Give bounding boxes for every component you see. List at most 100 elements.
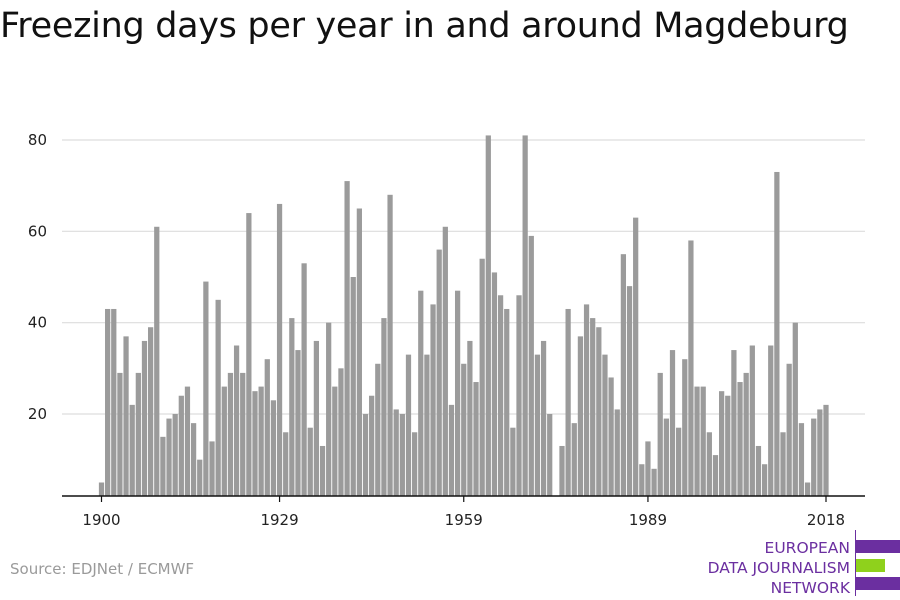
bar-1959: [461, 363, 467, 496]
bar-1972: [540, 340, 547, 496]
x-tick-label: 1989: [629, 511, 667, 529]
bar-1950: [405, 354, 412, 496]
bar-1957: [448, 404, 455, 496]
y-axis-ticks: 20 40 60 80: [28, 131, 47, 423]
bar-1998: [700, 386, 706, 496]
bar-2014: [798, 423, 805, 496]
logo-text: EUROPEAN DATA JOURNALISM NETWORK: [660, 538, 850, 598]
bar-1951: [412, 432, 418, 496]
bar-1949: [399, 414, 405, 496]
bar-1918: [209, 441, 215, 496]
bar-2006: [749, 345, 755, 496]
chart-title: Freezing days per year in and around Mag…: [0, 6, 849, 46]
bar-1934: [307, 427, 313, 496]
bar-1984: [614, 409, 620, 496]
bar-1940: [344, 181, 350, 496]
bar-2009: [768, 345, 774, 496]
bar-1933: [301, 263, 307, 496]
bar-1911: [166, 418, 172, 496]
bar-1971: [534, 354, 541, 496]
bar-1958: [454, 290, 461, 496]
y-tick-label: 80: [28, 131, 47, 149]
bar-1981: [596, 327, 602, 496]
bar-1970: [528, 235, 534, 496]
bar-1956: [442, 226, 448, 496]
logo-divider: [855, 530, 856, 596]
bar-1986: [626, 286, 633, 496]
logo-bar-purple-top: [856, 540, 900, 553]
bar-1945: [375, 363, 381, 496]
bar-1938: [332, 386, 338, 496]
bar-1978: [577, 336, 584, 496]
x-tick-label: 1900: [82, 511, 120, 529]
bar-2001: [719, 391, 725, 496]
bar-1917: [203, 281, 209, 496]
bar-1929: [276, 203, 283, 496]
bar-1946: [381, 318, 387, 496]
bar-2011: [780, 432, 786, 496]
bar-1912: [172, 414, 178, 496]
bar-1930: [283, 432, 289, 496]
bar-1964: [491, 272, 498, 496]
bar-1995: [682, 359, 688, 496]
x-axis-ticks: 1900 1929 1959 1989 2018: [82, 496, 845, 529]
bar-1980: [590, 318, 596, 496]
bar-1939: [338, 368, 344, 496]
bar-1965: [497, 295, 504, 496]
logo-line-2: DATA JOURNALISM: [707, 559, 850, 577]
x-tick-label: 1959: [445, 511, 483, 529]
bar-1931: [289, 318, 295, 496]
bar-1947: [387, 194, 393, 497]
x-tick-label: 1929: [260, 511, 298, 529]
bar-2010: [774, 171, 780, 496]
y-tick-label: 60: [28, 222, 47, 240]
bar-1991: [657, 372, 663, 496]
bar-1988: [639, 464, 645, 496]
bar-2018: [823, 404, 829, 496]
bar-1975: [559, 445, 565, 496]
bar-1937: [326, 322, 332, 496]
logo-line-1: EUROPEAN: [764, 539, 850, 557]
bar-2012: [786, 363, 792, 496]
y-tick-label: 20: [28, 405, 47, 423]
bar-1987: [633, 217, 639, 496]
bar-1944: [369, 395, 375, 496]
bar-1916: [197, 459, 203, 496]
bar-1994: [676, 427, 682, 496]
bar-2005: [743, 372, 749, 496]
bar-1948: [393, 409, 399, 496]
bar-2007: [755, 445, 762, 496]
edjnet-logo[interactable]: EUROPEAN DATA JOURNALISM NETWORK: [700, 528, 900, 597]
x-tick-label: 2018: [807, 511, 845, 529]
bar-1967: [510, 427, 516, 496]
bar-1968: [516, 295, 522, 496]
bar-1907: [141, 340, 148, 496]
bar-1976: [565, 308, 571, 496]
bar-1900: [98, 482, 105, 496]
bar-1923: [240, 372, 246, 496]
bar-1953: [424, 354, 430, 496]
bar-1902: [111, 308, 117, 496]
bar-1989: [645, 441, 651, 496]
bar-1952: [418, 290, 424, 496]
bar-2002: [725, 395, 731, 496]
bar-1990: [651, 468, 657, 496]
bar-1919: [215, 299, 221, 496]
gridlines: [62, 139, 865, 415]
bar-1901: [105, 308, 111, 496]
bar-2000: [712, 455, 719, 496]
bar-2015: [804, 482, 811, 496]
bar-1979: [583, 304, 590, 496]
bar-1982: [602, 354, 608, 496]
bar-1954: [430, 304, 436, 496]
bar-1961: [473, 382, 479, 496]
bar-2013: [792, 322, 798, 496]
bar-1997: [694, 386, 700, 496]
logo-bar-green: [856, 559, 885, 572]
logo-bar-purple-bottom: [856, 577, 900, 590]
bar-1993: [669, 350, 676, 496]
logo-line-3: NETWORK: [770, 579, 850, 597]
bar-1983: [608, 377, 614, 496]
source-note: Source: EDJNet / ECMWF: [10, 560, 195, 578]
y-tick-label: 40: [28, 314, 47, 332]
